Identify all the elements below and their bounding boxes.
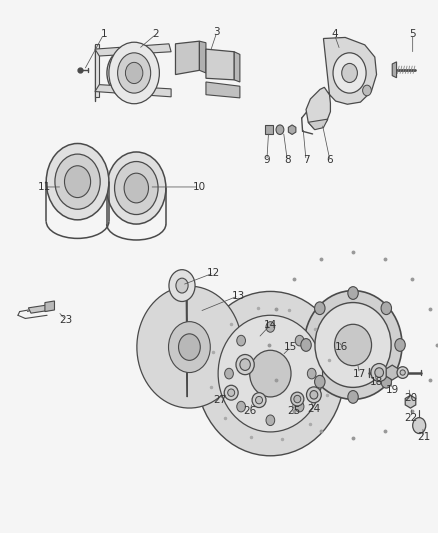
Text: 3: 3: [213, 27, 220, 37]
Ellipse shape: [310, 391, 318, 399]
Text: 18: 18: [370, 377, 383, 387]
Polygon shape: [308, 119, 328, 130]
Polygon shape: [95, 44, 99, 97]
Circle shape: [179, 334, 200, 360]
Polygon shape: [199, 41, 206, 73]
Text: 23: 23: [59, 314, 72, 325]
Ellipse shape: [397, 367, 408, 378]
Ellipse shape: [335, 324, 371, 366]
Polygon shape: [206, 49, 234, 80]
Polygon shape: [137, 286, 242, 408]
Polygon shape: [45, 301, 54, 312]
Circle shape: [301, 338, 311, 351]
Text: 13: 13: [232, 290, 245, 301]
Circle shape: [176, 278, 188, 293]
Polygon shape: [95, 44, 171, 56]
Polygon shape: [234, 52, 240, 82]
Ellipse shape: [304, 290, 402, 399]
Ellipse shape: [255, 397, 262, 404]
Circle shape: [125, 62, 143, 84]
Text: 6: 6: [327, 156, 333, 165]
Ellipse shape: [291, 392, 304, 406]
Ellipse shape: [218, 316, 322, 432]
Ellipse shape: [196, 292, 344, 456]
Text: 26: 26: [244, 406, 257, 416]
Polygon shape: [386, 365, 398, 380]
Ellipse shape: [375, 368, 384, 377]
Ellipse shape: [307, 387, 321, 403]
Circle shape: [107, 152, 166, 224]
Circle shape: [413, 418, 426, 433]
Text: 20: 20: [404, 393, 417, 403]
Text: 7: 7: [303, 156, 309, 165]
Polygon shape: [176, 41, 199, 75]
Circle shape: [348, 391, 358, 403]
Circle shape: [117, 53, 151, 93]
Text: 4: 4: [331, 29, 338, 39]
Text: 25: 25: [287, 406, 300, 416]
Polygon shape: [405, 395, 416, 408]
Polygon shape: [95, 85, 171, 97]
Ellipse shape: [250, 350, 291, 397]
Polygon shape: [265, 125, 272, 134]
Circle shape: [333, 53, 366, 93]
Text: 12: 12: [207, 268, 220, 278]
Ellipse shape: [240, 359, 251, 370]
Text: 1: 1: [100, 29, 107, 39]
Circle shape: [266, 415, 275, 425]
Text: 15: 15: [284, 342, 297, 352]
Polygon shape: [288, 125, 296, 134]
Text: 2: 2: [152, 29, 159, 39]
Text: 19: 19: [385, 384, 399, 394]
Circle shape: [266, 321, 275, 332]
Circle shape: [276, 125, 284, 134]
Circle shape: [237, 335, 245, 346]
Ellipse shape: [236, 354, 254, 375]
Circle shape: [314, 302, 325, 314]
Circle shape: [295, 401, 304, 412]
Circle shape: [237, 401, 245, 412]
Polygon shape: [206, 82, 240, 98]
Circle shape: [46, 143, 109, 220]
Circle shape: [395, 338, 405, 351]
Text: 27: 27: [213, 395, 226, 405]
Ellipse shape: [224, 385, 238, 400]
Ellipse shape: [252, 393, 266, 408]
Text: 9: 9: [264, 156, 270, 165]
Text: 16: 16: [335, 342, 348, 352]
Text: 8: 8: [284, 156, 291, 165]
Polygon shape: [306, 37, 377, 128]
Circle shape: [363, 85, 371, 96]
Ellipse shape: [294, 395, 301, 403]
Text: 24: 24: [307, 403, 321, 414]
Text: 14: 14: [264, 320, 277, 330]
Circle shape: [307, 368, 316, 379]
Circle shape: [124, 173, 148, 203]
Polygon shape: [392, 62, 396, 78]
Ellipse shape: [228, 389, 235, 397]
Circle shape: [381, 302, 392, 314]
Text: 5: 5: [410, 29, 416, 39]
Circle shape: [381, 375, 392, 388]
Ellipse shape: [371, 364, 388, 382]
Ellipse shape: [315, 303, 391, 387]
Polygon shape: [28, 305, 51, 313]
Circle shape: [64, 166, 91, 198]
Text: 21: 21: [417, 432, 430, 442]
Circle shape: [314, 375, 325, 388]
Text: 22: 22: [405, 413, 418, 423]
Ellipse shape: [400, 370, 405, 375]
Text: 10: 10: [193, 182, 206, 192]
Circle shape: [115, 161, 158, 215]
Circle shape: [295, 335, 304, 346]
Circle shape: [55, 154, 100, 209]
Circle shape: [348, 287, 358, 300]
Circle shape: [169, 270, 195, 302]
Circle shape: [342, 63, 357, 83]
Circle shape: [169, 321, 210, 373]
Text: 11: 11: [37, 182, 51, 192]
Circle shape: [109, 42, 159, 104]
Circle shape: [225, 368, 233, 379]
Text: 17: 17: [353, 369, 366, 378]
